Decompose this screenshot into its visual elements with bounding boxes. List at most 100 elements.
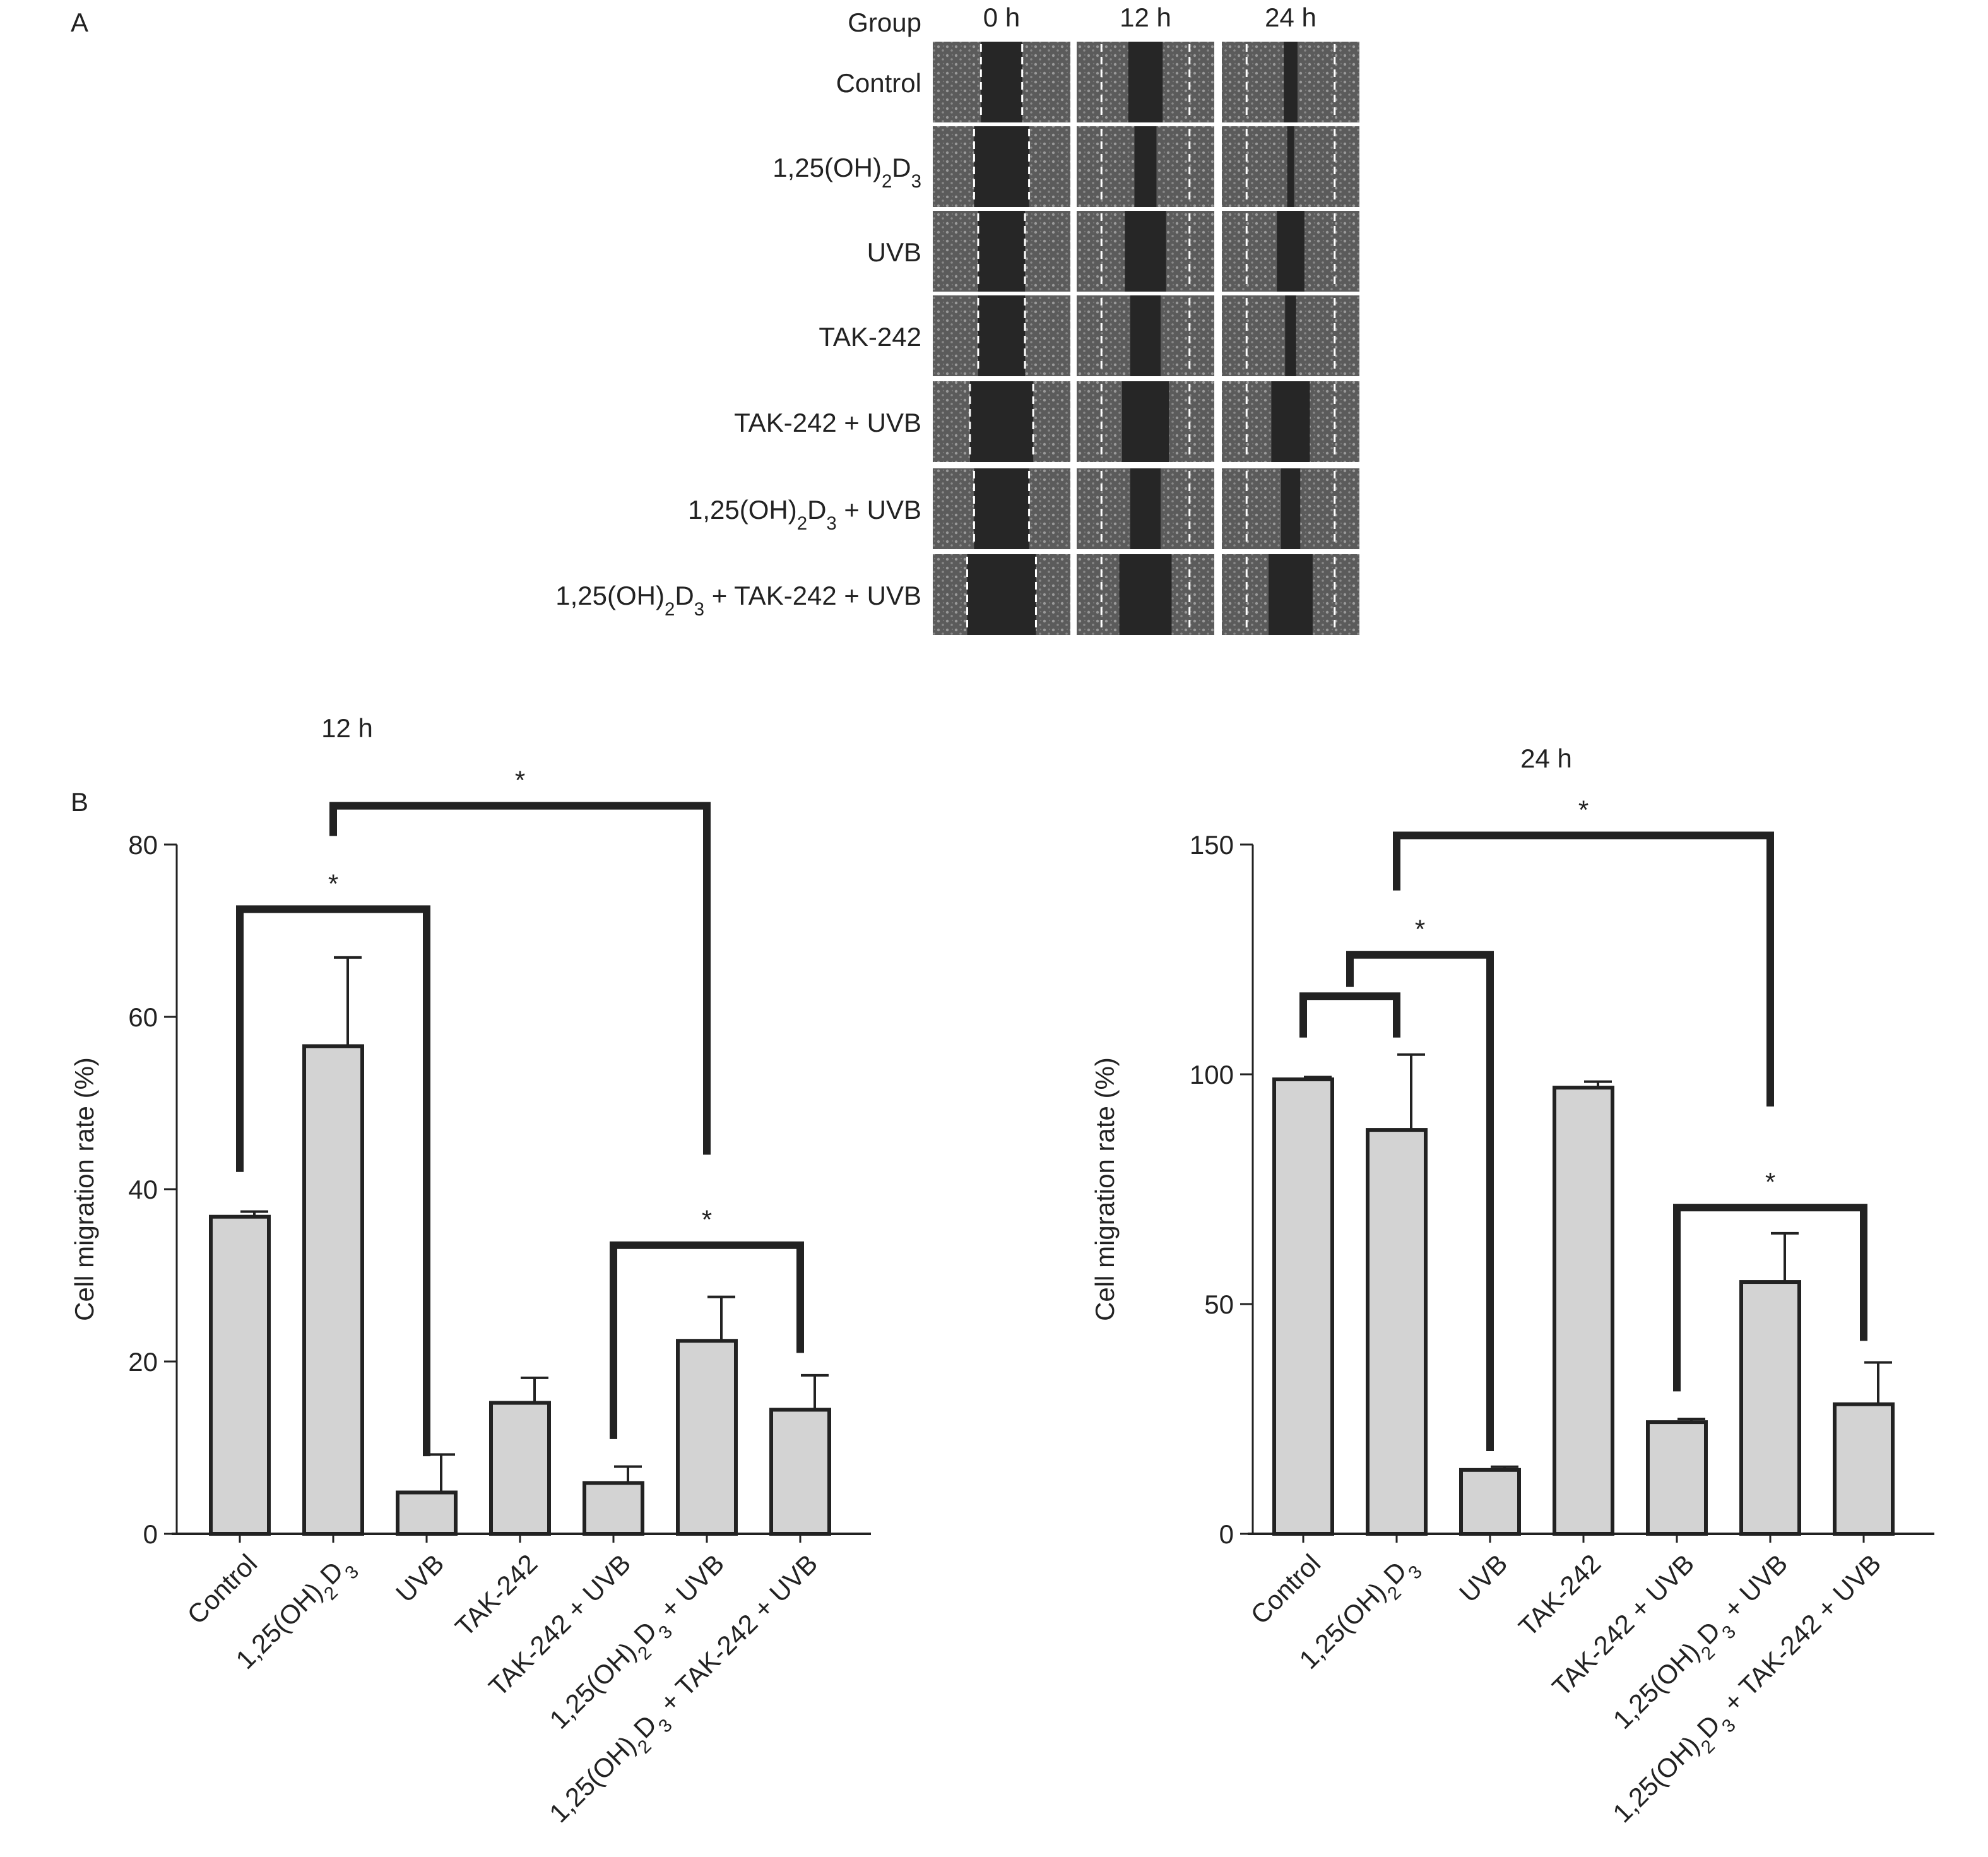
significance-star-2: * [702,1205,712,1235]
bar-0 [209,1214,271,1536]
group-label-5-base: 1,25(OH) [688,495,797,525]
y-tick-label-2: 40 [128,1175,158,1204]
group-label-2-base: UVB [867,237,921,267]
group-label-5-mid: D [807,495,826,525]
y-tick-label-2: 100 [1190,1060,1234,1089]
significance-bracket-1 [1346,951,1494,1451]
x-tick-label-5-base: 1,25(OH) [543,1637,641,1735]
y-tick-label-3: 150 [1190,830,1234,860]
group-label-6-tail: + TAK-242 + UVB [704,581,921,610]
significance-bracket-3 [1673,1204,1867,1392]
group-label-0-base: Control [836,68,921,98]
panel-a-label: A [71,8,88,37]
group-label-6-sub2: 3 [694,599,704,620]
x-tick-label-5-base: 1,25(OH) [1607,1637,1705,1735]
panel-a-scratch-assay: A Group 0 h 12 h 24 h Control1,25(OH)2D3UV… [71,3,1359,635]
group-label-3: TAK-242 [819,322,921,352]
group-label-1: 1,25(OH)2D3 [772,153,921,192]
wound-gap-4-0 [969,381,1034,462]
time-header-0: 0 h [983,3,1020,32]
x-tick-label-0: Control [181,1548,263,1630]
wound-gap-3-2 [1285,295,1296,376]
wound-gap-5-2 [1281,468,1301,549]
x-tick-label-3: TAK-242 [449,1548,543,1642]
significance-bracket-1 [329,802,711,1155]
wound-gap-5-1 [1130,468,1161,549]
significance-star-1: * [1415,915,1425,944]
group-label-6-sub1: 2 [665,599,675,620]
significance-star-1: * [515,766,525,795]
y-tick-label-1: 20 [128,1347,158,1377]
x-tick-label-2: UVB [390,1548,449,1608]
chart-title: 24 h [1520,744,1572,773]
significance-bracket-2 [610,1241,804,1439]
x-tick-label-0: Control [1245,1548,1326,1630]
wound-gap-0-2 [1284,42,1298,122]
group-label-3-base: TAK-242 [819,322,921,352]
bar-chart-24h: 24 h 0 50 100 150 Cell migration rate (%) Cont… [1090,744,1934,1828]
wound-gap-6-0 [967,554,1036,635]
y-tick-label-3: 60 [128,1002,158,1032]
micrograph-grid [933,42,1359,635]
group-label-0: Control [836,68,921,98]
significance-star-0: * [328,869,338,898]
x-tick-label-2-base: UVB [1453,1548,1513,1608]
wound-gap-5-0 [974,468,1029,549]
x-tick-label-6-mid: D [1691,1709,1726,1744]
wound-gap-4-1 [1121,381,1169,462]
bar-5 [676,1339,738,1536]
time-header-2: 24 h [1265,3,1316,32]
group-label-4-base: TAK-242 + UVB [734,408,921,437]
wound-gap-2-0 [978,211,1026,292]
x-tick-label-5-mid: D [628,1616,663,1651]
significance-bracket-2 [1393,831,1774,1106]
group-label-1-sub2: 3 [911,171,921,192]
group-label-6-mid: D [675,581,694,610]
y-tick-label-4: 80 [128,830,158,860]
group-header: Group [848,8,921,37]
bar-0 [1272,1077,1334,1536]
bar-4 [583,1481,644,1536]
x-tick-label-3-base: TAK-242 [1513,1548,1606,1642]
significance-star-2: * [1578,795,1589,824]
panel-b-label: B [71,787,88,817]
y-tick-label-0: 0 [1219,1519,1234,1549]
y-tick-label-1: 50 [1204,1290,1234,1319]
x-tick-label-1-mid: D [1378,1556,1412,1591]
wound-gap-0-0 [981,42,1022,122]
y-axis-label: Cell migration rate (%) [69,1057,99,1321]
time-header-1: 12 h [1120,3,1171,32]
wound-gap-6-2 [1269,554,1313,635]
group-label-6-base: 1,25(OH) [555,581,665,610]
wound-gap-1-1 [1134,126,1157,207]
bar-2 [1459,1468,1521,1536]
wound-gap-0-1 [1128,42,1163,122]
x-tick-label-1-base: 1,25(OH) [1293,1577,1391,1675]
wound-gap-6-1 [1119,554,1172,635]
significance-bracket-0 [1299,992,1400,1038]
significance-bracket-0 [236,905,430,1457]
x-tick-label-5-tail: + UVB [1712,1548,1793,1629]
wound-gap-1-2 [1287,126,1294,207]
group-label-1-base: 1,25(OH) [772,153,882,182]
group-label-5-sub2: 3 [826,513,836,534]
group-label-5-sub1: 2 [797,513,807,534]
wound-gap-2-1 [1125,211,1166,292]
bar-6 [769,1408,831,1536]
group-label-5: 1,25(OH)2D3 + UVB [688,495,921,534]
x-tick-label-2-base: UVB [390,1548,449,1608]
wound-gap-3-0 [978,295,1026,376]
wound-gap-3-1 [1130,295,1161,376]
significance-star-3: * [1765,1167,1775,1197]
x-tick-label-5-tail: + UVB [649,1548,730,1629]
x-tick-label-6-base: 1,25(OH) [543,1730,641,1828]
wound-gap-4-2 [1271,381,1310,462]
x-tick-label-1-mid: D [314,1556,349,1591]
bar-3 [489,1401,551,1536]
chart-title: 12 h [321,713,373,743]
x-tick-label-5-mid: D [1691,1616,1726,1651]
bar-2 [396,1490,458,1536]
bar-3 [1553,1086,1614,1536]
